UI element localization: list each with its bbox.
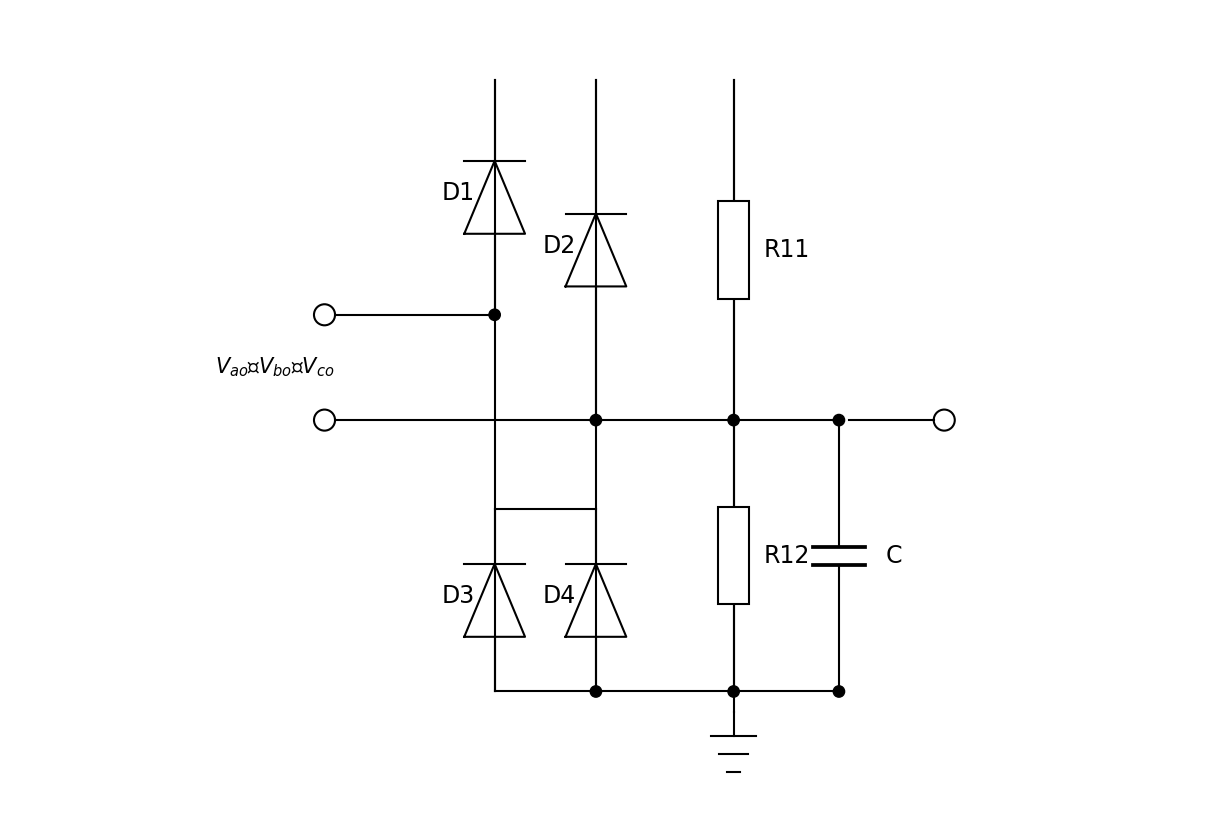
- Text: D4: D4: [542, 584, 576, 608]
- Text: D1: D1: [441, 181, 475, 205]
- Text: D3: D3: [441, 584, 475, 608]
- Circle shape: [489, 309, 500, 321]
- Text: $V_{ao}$或$V_{bo}$或$V_{co}$: $V_{ao}$或$V_{bo}$或$V_{co}$: [215, 356, 335, 379]
- Text: R12: R12: [763, 544, 811, 568]
- Circle shape: [591, 414, 602, 426]
- Bar: [719, 201, 749, 298]
- Text: R11: R11: [763, 238, 809, 262]
- Text: C: C: [885, 544, 902, 568]
- Circle shape: [728, 686, 739, 697]
- Circle shape: [728, 414, 739, 426]
- Bar: [719, 508, 749, 604]
- Circle shape: [834, 686, 844, 697]
- Circle shape: [834, 414, 844, 426]
- Text: D2: D2: [542, 234, 576, 258]
- Circle shape: [591, 686, 602, 697]
